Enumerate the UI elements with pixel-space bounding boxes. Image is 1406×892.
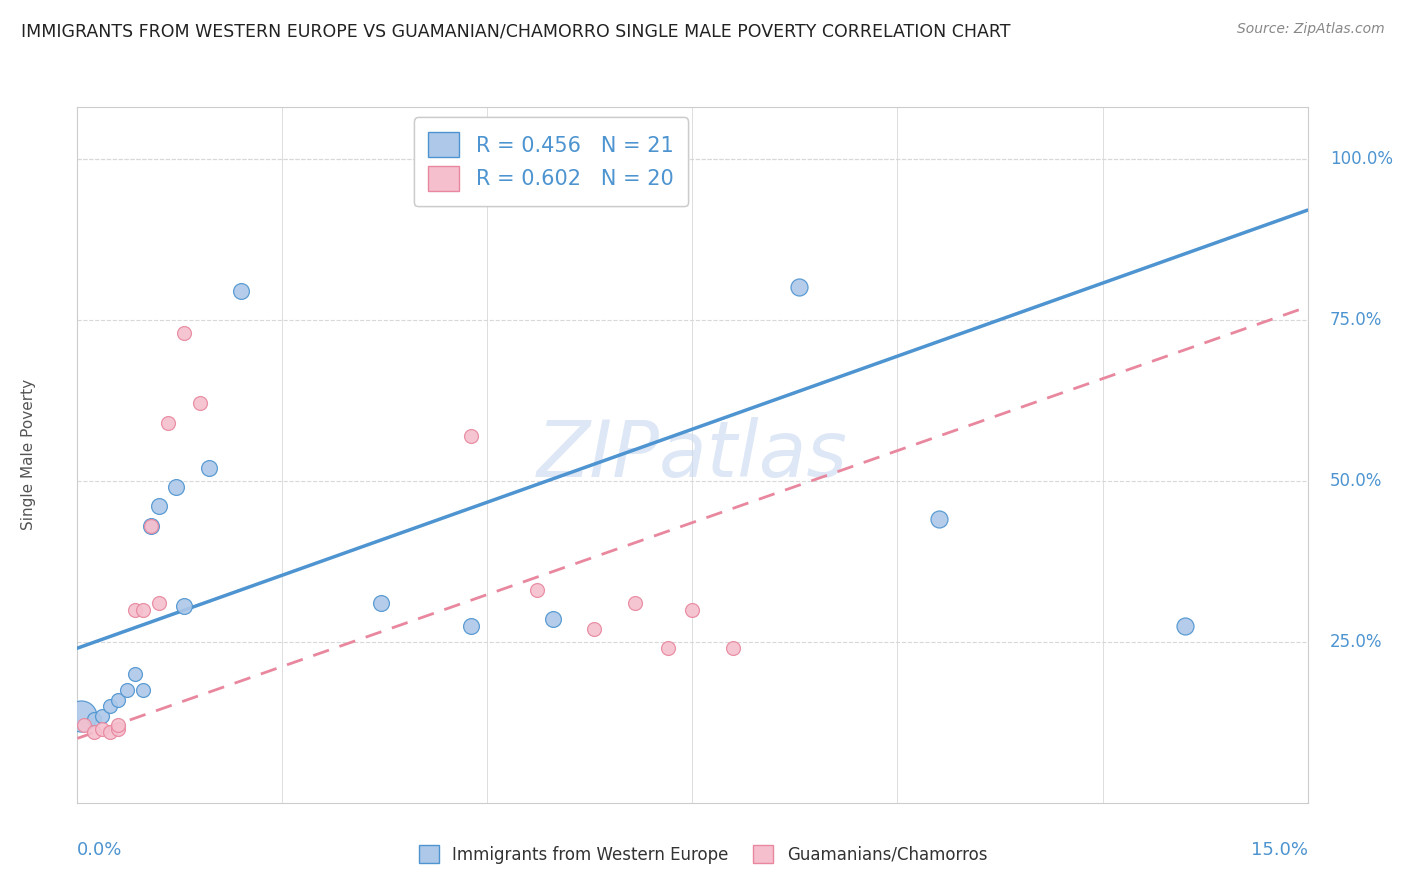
Point (70, 708, 93, 723)
Point (90, 708, 114, 723)
Text: 25.0%: 25.0% (1330, 632, 1382, 651)
Point (723, 641, 745, 656)
Text: 75.0%: 75.0% (1330, 310, 1382, 328)
Point (83, 725, 105, 739)
Point (73, 718, 96, 732)
Point (173, 326, 195, 340)
Point (107, 692, 129, 706)
Text: 100.0%: 100.0% (1330, 150, 1393, 168)
Text: Single Male Poverty: Single Male Poverty (21, 379, 35, 531)
Point (107, 718, 129, 732)
Legend: R = 0.456   N = 21, R = 0.602   N = 20: R = 0.456 N = 21, R = 0.602 N = 20 (413, 118, 689, 206)
Point (124, 667, 146, 681)
Text: Source: ZipAtlas.com: Source: ZipAtlas.com (1237, 22, 1385, 37)
Point (370, 596, 392, 610)
Point (148, 500, 170, 514)
Point (141, 518, 163, 533)
Point (928, 512, 950, 526)
Point (115, 683, 138, 698)
Point (83, 712, 105, 726)
Point (141, 518, 163, 533)
Point (197, 460, 219, 475)
Text: 0.0%: 0.0% (77, 841, 122, 859)
Point (124, 602, 146, 616)
Point (132, 602, 155, 616)
Point (1174, 618, 1197, 632)
Point (682, 602, 704, 616)
Point (583, 152, 606, 166)
Text: IMMIGRANTS FROM WESTERN EUROPE VS GUAMANIAN/CHAMORRO SINGLE MALE POVERTY CORRELA: IMMIGRANTS FROM WESTERN EUROPE VS GUAMAN… (21, 22, 1011, 40)
Text: 15.0%: 15.0% (1250, 841, 1308, 859)
Point (156, 416, 179, 430)
Point (624, 596, 647, 610)
Point (541, 612, 564, 626)
Point (583, 152, 606, 166)
Point (460, 618, 482, 632)
Point (148, 596, 170, 610)
Point (231, 284, 253, 298)
Point (98, 725, 121, 739)
Point (188, 396, 212, 410)
Point (165, 480, 187, 494)
Point (173, 599, 195, 614)
Point (657, 641, 679, 656)
Point (460, 428, 482, 442)
Point (787, 280, 810, 294)
Point (526, 583, 548, 598)
Point (107, 722, 129, 736)
Text: ZIPatlas: ZIPatlas (537, 417, 848, 493)
Point (132, 683, 155, 698)
Point (583, 622, 606, 636)
Point (98, 699, 121, 714)
Text: 50.0%: 50.0% (1330, 472, 1382, 490)
Legend: Immigrants from Western Europe, Guamanians/Chamorros: Immigrants from Western Europe, Guamania… (412, 838, 994, 871)
Point (90, 722, 114, 736)
